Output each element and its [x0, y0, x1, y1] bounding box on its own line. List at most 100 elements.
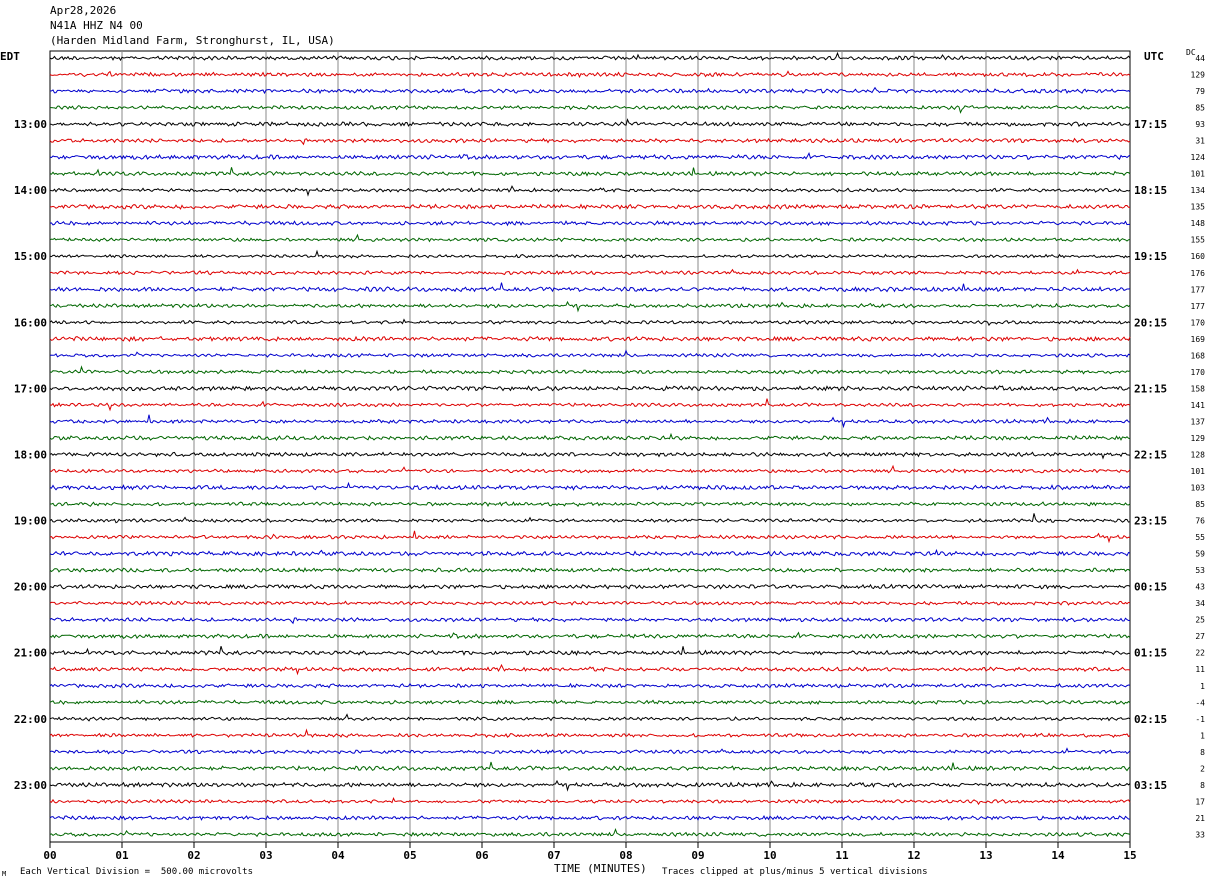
dc-offset-value: 93: [1195, 120, 1205, 129]
utc-hour-label: 02:15: [1134, 713, 1167, 726]
dc-offset-value: 27: [1195, 632, 1205, 641]
dc-offset-value: 176: [1191, 269, 1206, 278]
seismic-trace: [49, 713, 1131, 722]
seismic-trace: [49, 365, 1131, 375]
x-tick-label: 09: [691, 849, 704, 862]
dc-offset-value: 129: [1191, 434, 1206, 443]
dc-offset-value: 1: [1200, 682, 1205, 691]
utc-hour-label: 22:15: [1134, 448, 1167, 461]
dc-offset-value: 134: [1191, 186, 1206, 195]
dc-offset-value: 177: [1191, 302, 1206, 311]
seismic-trace: [49, 51, 1131, 62]
dc-offset-value: 85: [1195, 104, 1205, 113]
dc-offset-value: 8: [1200, 748, 1205, 757]
dc-offset-value: 137: [1191, 417, 1206, 426]
dc-offset-value: 34: [1195, 599, 1205, 608]
utc-hour-label: 03:15: [1134, 779, 1167, 792]
utc-hour-label: 18:15: [1134, 184, 1167, 197]
dc-offset-value: 55: [1195, 533, 1205, 542]
seismic-trace: [49, 481, 1131, 491]
seismic-trace: [49, 335, 1131, 343]
x-tick-label: 04: [331, 849, 345, 862]
edt-hour-label: 23:00: [14, 779, 47, 792]
seismic-trace: [49, 118, 1131, 128]
dc-offset-value: 103: [1191, 484, 1206, 493]
dc-offset-value: 21: [1195, 814, 1205, 823]
left-timezone-label: EDT: [0, 50, 20, 63]
seismic-trace: [49, 815, 1131, 821]
header-location: (Harden Midland Farm, Stronghurst, IL, U…: [50, 34, 335, 47]
x-tick-label: 11: [835, 849, 849, 862]
seismic-trace: [49, 567, 1131, 573]
dc-offset-value: 85: [1195, 500, 1205, 509]
seismic-trace: [49, 70, 1131, 79]
seismic-trace: [49, 827, 1131, 838]
hour-labels: 13:00 17:15 14:00 18:15 15:00 19:15 16:00 20:15…: [14, 118, 1167, 792]
seismic-trace: [49, 185, 1131, 197]
edt-hour-label: 20:00: [14, 581, 47, 594]
dc-offset-value: 76: [1195, 517, 1205, 526]
x-tick-label: 07: [547, 849, 560, 862]
seismic-trace: [49, 318, 1131, 327]
dc-offset-value: 168: [1191, 351, 1206, 360]
edt-hour-label: 21:00: [14, 647, 47, 660]
seismic-trace: [49, 530, 1131, 544]
dc-offset-value: 135: [1191, 203, 1206, 212]
dc-offset-value: 8: [1200, 781, 1205, 790]
seismic-trace: [49, 300, 1131, 313]
seismic-trace: [49, 797, 1131, 806]
dc-offset-value: 17: [1195, 797, 1205, 806]
dc-offset-value: -4: [1195, 698, 1205, 707]
x-axis-title: TIME (MINUTES): [554, 862, 647, 875]
seismic-trace: [49, 600, 1131, 606]
dc-offset-value: 44: [1195, 54, 1205, 63]
x-tick-label: 08: [619, 849, 632, 862]
seismic-trace: [49, 699, 1131, 706]
utc-hour-label: 00:15: [1134, 581, 1167, 594]
header-date: Apr28,2026: [50, 4, 117, 17]
x-tick-label: 12: [907, 849, 920, 862]
dc-column-label: DC: [1186, 48, 1196, 57]
dc-offset-value: 53: [1195, 566, 1205, 575]
dc-offset-value: 1: [1200, 731, 1205, 740]
dc-offset-value: 11: [1195, 665, 1205, 674]
x-tick-label: 10: [763, 849, 776, 862]
dc-offset-labels: 4412979859331124101134135148155160176177…: [1191, 54, 1206, 839]
seismic-trace: [49, 385, 1131, 392]
dc-offset-value: 79: [1195, 87, 1205, 96]
dc-offset-value: 170: [1191, 318, 1206, 327]
dc-offset-value: 59: [1195, 550, 1205, 559]
seismic-traces: [49, 51, 1131, 838]
dc-offset-value: 155: [1191, 236, 1206, 245]
clip-note: Traces clipped at plus/minus 5 vertical …: [662, 867, 928, 877]
seismic-trace: [49, 583, 1131, 590]
edt-hour-label: 22:00: [14, 713, 47, 726]
header-station: N41A HHZ N4 00: [50, 19, 143, 32]
dc-offset-value: 124: [1191, 153, 1206, 162]
x-tick-label: 14: [1051, 849, 1065, 862]
plot-frame: [49, 50, 1131, 843]
dc-offset-value: 148: [1191, 219, 1206, 228]
seismic-trace: [49, 220, 1130, 227]
dc-offset-value: 31: [1195, 137, 1205, 146]
seismic-trace: [49, 414, 1131, 429]
seismic-trace: [49, 268, 1131, 276]
scale-note: Each Vertical Division = 500.00 microvol…: [20, 867, 253, 877]
x-tick-label: 15: [1123, 849, 1136, 862]
seismic-trace: [49, 761, 1131, 772]
dc-offset-value: 170: [1191, 368, 1206, 377]
seismic-trace: [49, 203, 1130, 210]
seismic-trace: [49, 682, 1131, 689]
utc-hour-label: 19:15: [1134, 250, 1167, 263]
dc-offset-value: 160: [1191, 252, 1206, 261]
seismic-trace: [49, 616, 1131, 625]
utc-hour-label: 20:15: [1134, 316, 1167, 329]
right-timezone-label: UTC: [1144, 50, 1164, 63]
corner-mark: M: [2, 870, 7, 878]
dc-offset-value: 129: [1191, 71, 1206, 80]
dc-offset-value: 43: [1195, 583, 1205, 592]
x-tick-label: 05: [403, 849, 416, 862]
x-tick-label: 01: [115, 849, 129, 862]
dc-offset-value: 25: [1195, 616, 1205, 625]
